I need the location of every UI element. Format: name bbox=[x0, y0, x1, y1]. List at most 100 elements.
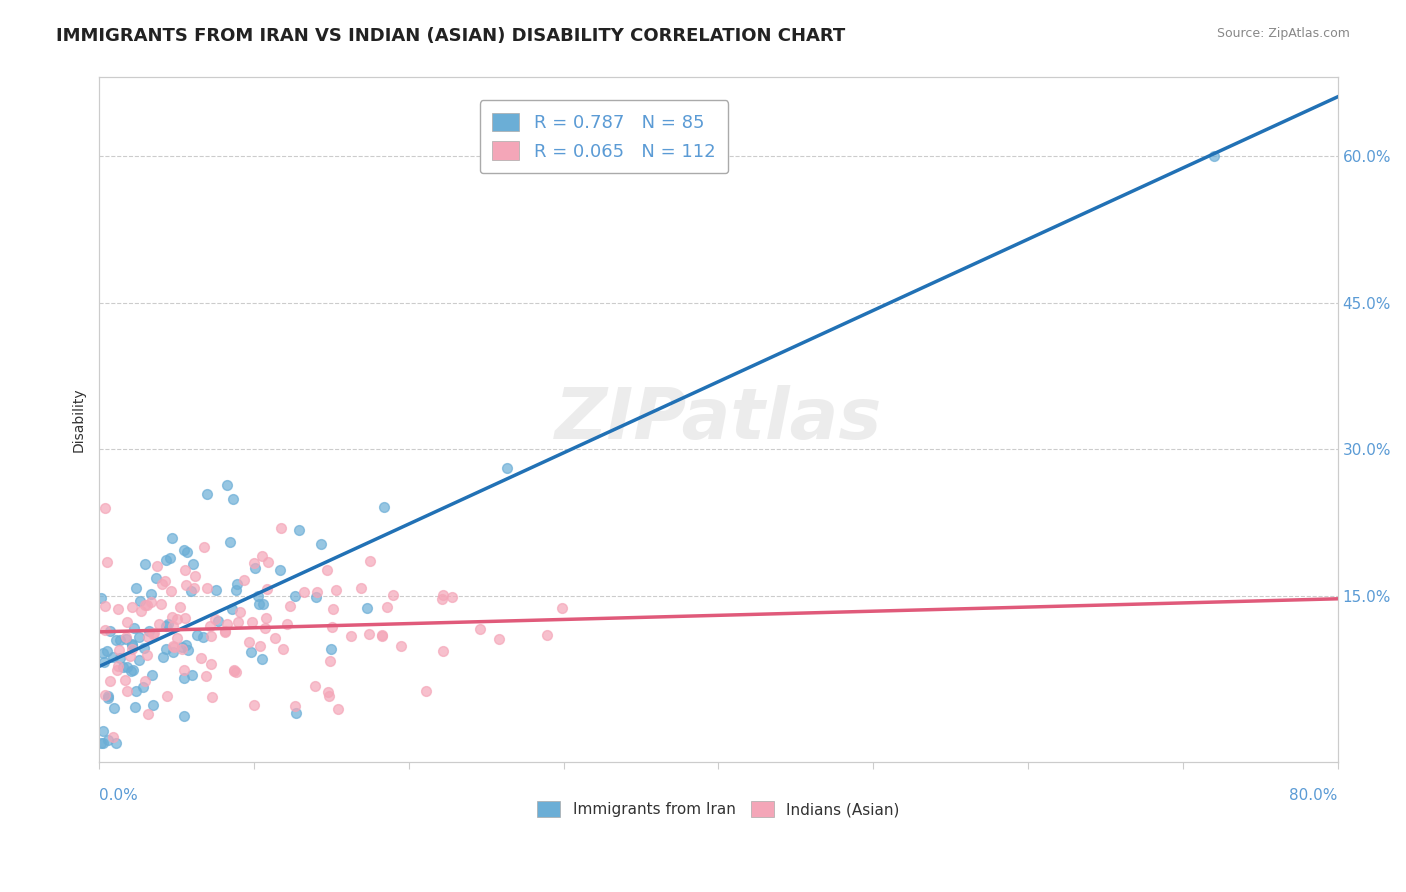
Point bbox=[250, 549, 273, 564]
Point bbox=[359, 626, 381, 640]
Point bbox=[221, 602, 243, 616]
Point bbox=[222, 663, 245, 677]
Point bbox=[247, 589, 270, 603]
Point bbox=[138, 707, 160, 722]
Text: 80.0%: 80.0% bbox=[1289, 789, 1337, 803]
Point bbox=[90, 591, 112, 605]
Point bbox=[153, 574, 176, 588]
Point bbox=[162, 645, 184, 659]
Point bbox=[121, 641, 143, 656]
Point bbox=[321, 642, 343, 657]
Point bbox=[124, 699, 146, 714]
Point bbox=[193, 540, 215, 554]
Point bbox=[204, 612, 226, 626]
Point bbox=[371, 628, 394, 642]
Point bbox=[173, 543, 195, 558]
Point bbox=[121, 637, 143, 651]
Point bbox=[97, 689, 120, 703]
Point bbox=[285, 706, 308, 720]
Point bbox=[252, 598, 274, 612]
Point bbox=[160, 610, 183, 624]
Point bbox=[131, 604, 153, 618]
Point bbox=[115, 615, 138, 629]
Point bbox=[108, 643, 131, 657]
Point bbox=[125, 683, 148, 698]
Point bbox=[226, 577, 249, 591]
Point bbox=[134, 673, 156, 688]
Point bbox=[225, 583, 247, 598]
Point bbox=[145, 571, 167, 585]
Y-axis label: Disability: Disability bbox=[72, 388, 86, 452]
Point bbox=[170, 640, 193, 655]
Point bbox=[356, 601, 378, 615]
Point bbox=[200, 657, 222, 671]
Point bbox=[276, 616, 298, 631]
Point bbox=[149, 597, 172, 611]
Point bbox=[432, 644, 454, 658]
Point bbox=[101, 730, 124, 744]
Point bbox=[318, 689, 340, 703]
Point bbox=[111, 660, 134, 674]
Point bbox=[215, 617, 238, 632]
Point bbox=[114, 673, 136, 688]
Point bbox=[90, 736, 112, 750]
Point bbox=[311, 537, 333, 551]
Point bbox=[441, 590, 464, 604]
Point bbox=[218, 535, 240, 549]
Point bbox=[307, 585, 329, 599]
Point bbox=[128, 653, 150, 667]
Point bbox=[350, 582, 373, 596]
Legend: Immigrants from Iran, Indians (Asian): Immigrants from Iran, Indians (Asian) bbox=[531, 795, 905, 823]
Point bbox=[96, 555, 118, 569]
Point bbox=[94, 501, 117, 516]
Point bbox=[496, 461, 519, 475]
Point bbox=[226, 615, 249, 629]
Point bbox=[141, 587, 163, 601]
Point bbox=[194, 669, 217, 683]
Point bbox=[284, 699, 307, 714]
Text: IMMIGRANTS FROM IRAN VS INDIAN (ASIAN) DISABILITY CORRELATION CHART: IMMIGRANTS FROM IRAN VS INDIAN (ASIAN) D… bbox=[56, 27, 845, 45]
Point bbox=[321, 620, 343, 634]
Point bbox=[104, 633, 127, 648]
Point bbox=[94, 599, 117, 613]
Point bbox=[288, 524, 311, 538]
Point bbox=[115, 684, 138, 698]
Point bbox=[242, 698, 264, 712]
Point bbox=[217, 477, 239, 491]
Point bbox=[250, 651, 273, 665]
Point bbox=[105, 736, 128, 750]
Point bbox=[166, 612, 188, 626]
Point bbox=[249, 640, 271, 654]
Point bbox=[359, 554, 381, 568]
Point bbox=[122, 621, 145, 635]
Point bbox=[94, 623, 117, 637]
Point bbox=[316, 685, 339, 699]
Point bbox=[305, 591, 328, 605]
Point bbox=[172, 641, 194, 656]
Point bbox=[278, 599, 301, 613]
Point bbox=[181, 668, 204, 682]
Point bbox=[128, 631, 150, 645]
Point bbox=[1202, 149, 1225, 163]
Point bbox=[322, 602, 344, 616]
Point bbox=[240, 615, 263, 629]
Point bbox=[115, 632, 138, 647]
Point bbox=[122, 664, 145, 678]
Point bbox=[254, 621, 277, 635]
Point bbox=[134, 557, 156, 571]
Point bbox=[173, 663, 195, 677]
Point bbox=[181, 557, 204, 571]
Point bbox=[142, 698, 165, 713]
Point bbox=[156, 689, 179, 703]
Point bbox=[98, 673, 121, 688]
Point bbox=[107, 601, 129, 615]
Point bbox=[93, 656, 115, 670]
Point bbox=[176, 544, 198, 558]
Point bbox=[174, 611, 197, 625]
Point bbox=[141, 667, 163, 681]
Point bbox=[150, 576, 173, 591]
Point bbox=[377, 599, 399, 614]
Point bbox=[120, 664, 142, 678]
Point bbox=[134, 641, 156, 656]
Point bbox=[105, 663, 128, 677]
